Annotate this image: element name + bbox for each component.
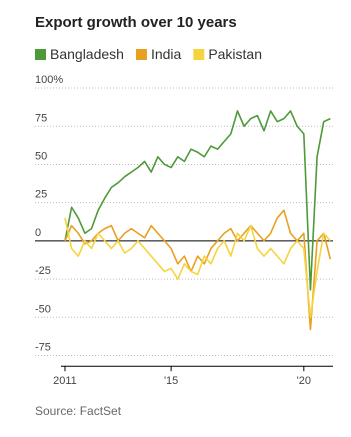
y-tick-label: 75 [35, 112, 47, 124]
legend-label: Bangladesh [50, 46, 124, 62]
legend-swatch [35, 49, 46, 60]
chart-title: Export growth over 10 years [35, 14, 237, 31]
legend-swatch [135, 49, 147, 60]
y-tick-label: 50 [35, 150, 47, 162]
legend-swatch [193, 49, 205, 60]
x-tick-label: '15 [164, 375, 178, 387]
y-tick-label: -25 [35, 265, 51, 277]
series-line [64, 217, 331, 319]
y-tick-label: -50 [35, 303, 51, 315]
x-tick-label: 2011 [53, 375, 77, 387]
legend-label: India [151, 46, 182, 62]
y-tick-label: 100% [35, 74, 63, 86]
legend-label: Pakistan [208, 46, 262, 62]
y-tick-label: 25 [35, 189, 47, 201]
series-line [64, 110, 331, 291]
source: Source: FactSet [35, 404, 122, 418]
series-line [64, 209, 332, 331]
y-tick-label: -75 [35, 342, 51, 354]
x-tick-label: '20 [297, 375, 311, 387]
y-tick-label: 0 [35, 227, 41, 239]
